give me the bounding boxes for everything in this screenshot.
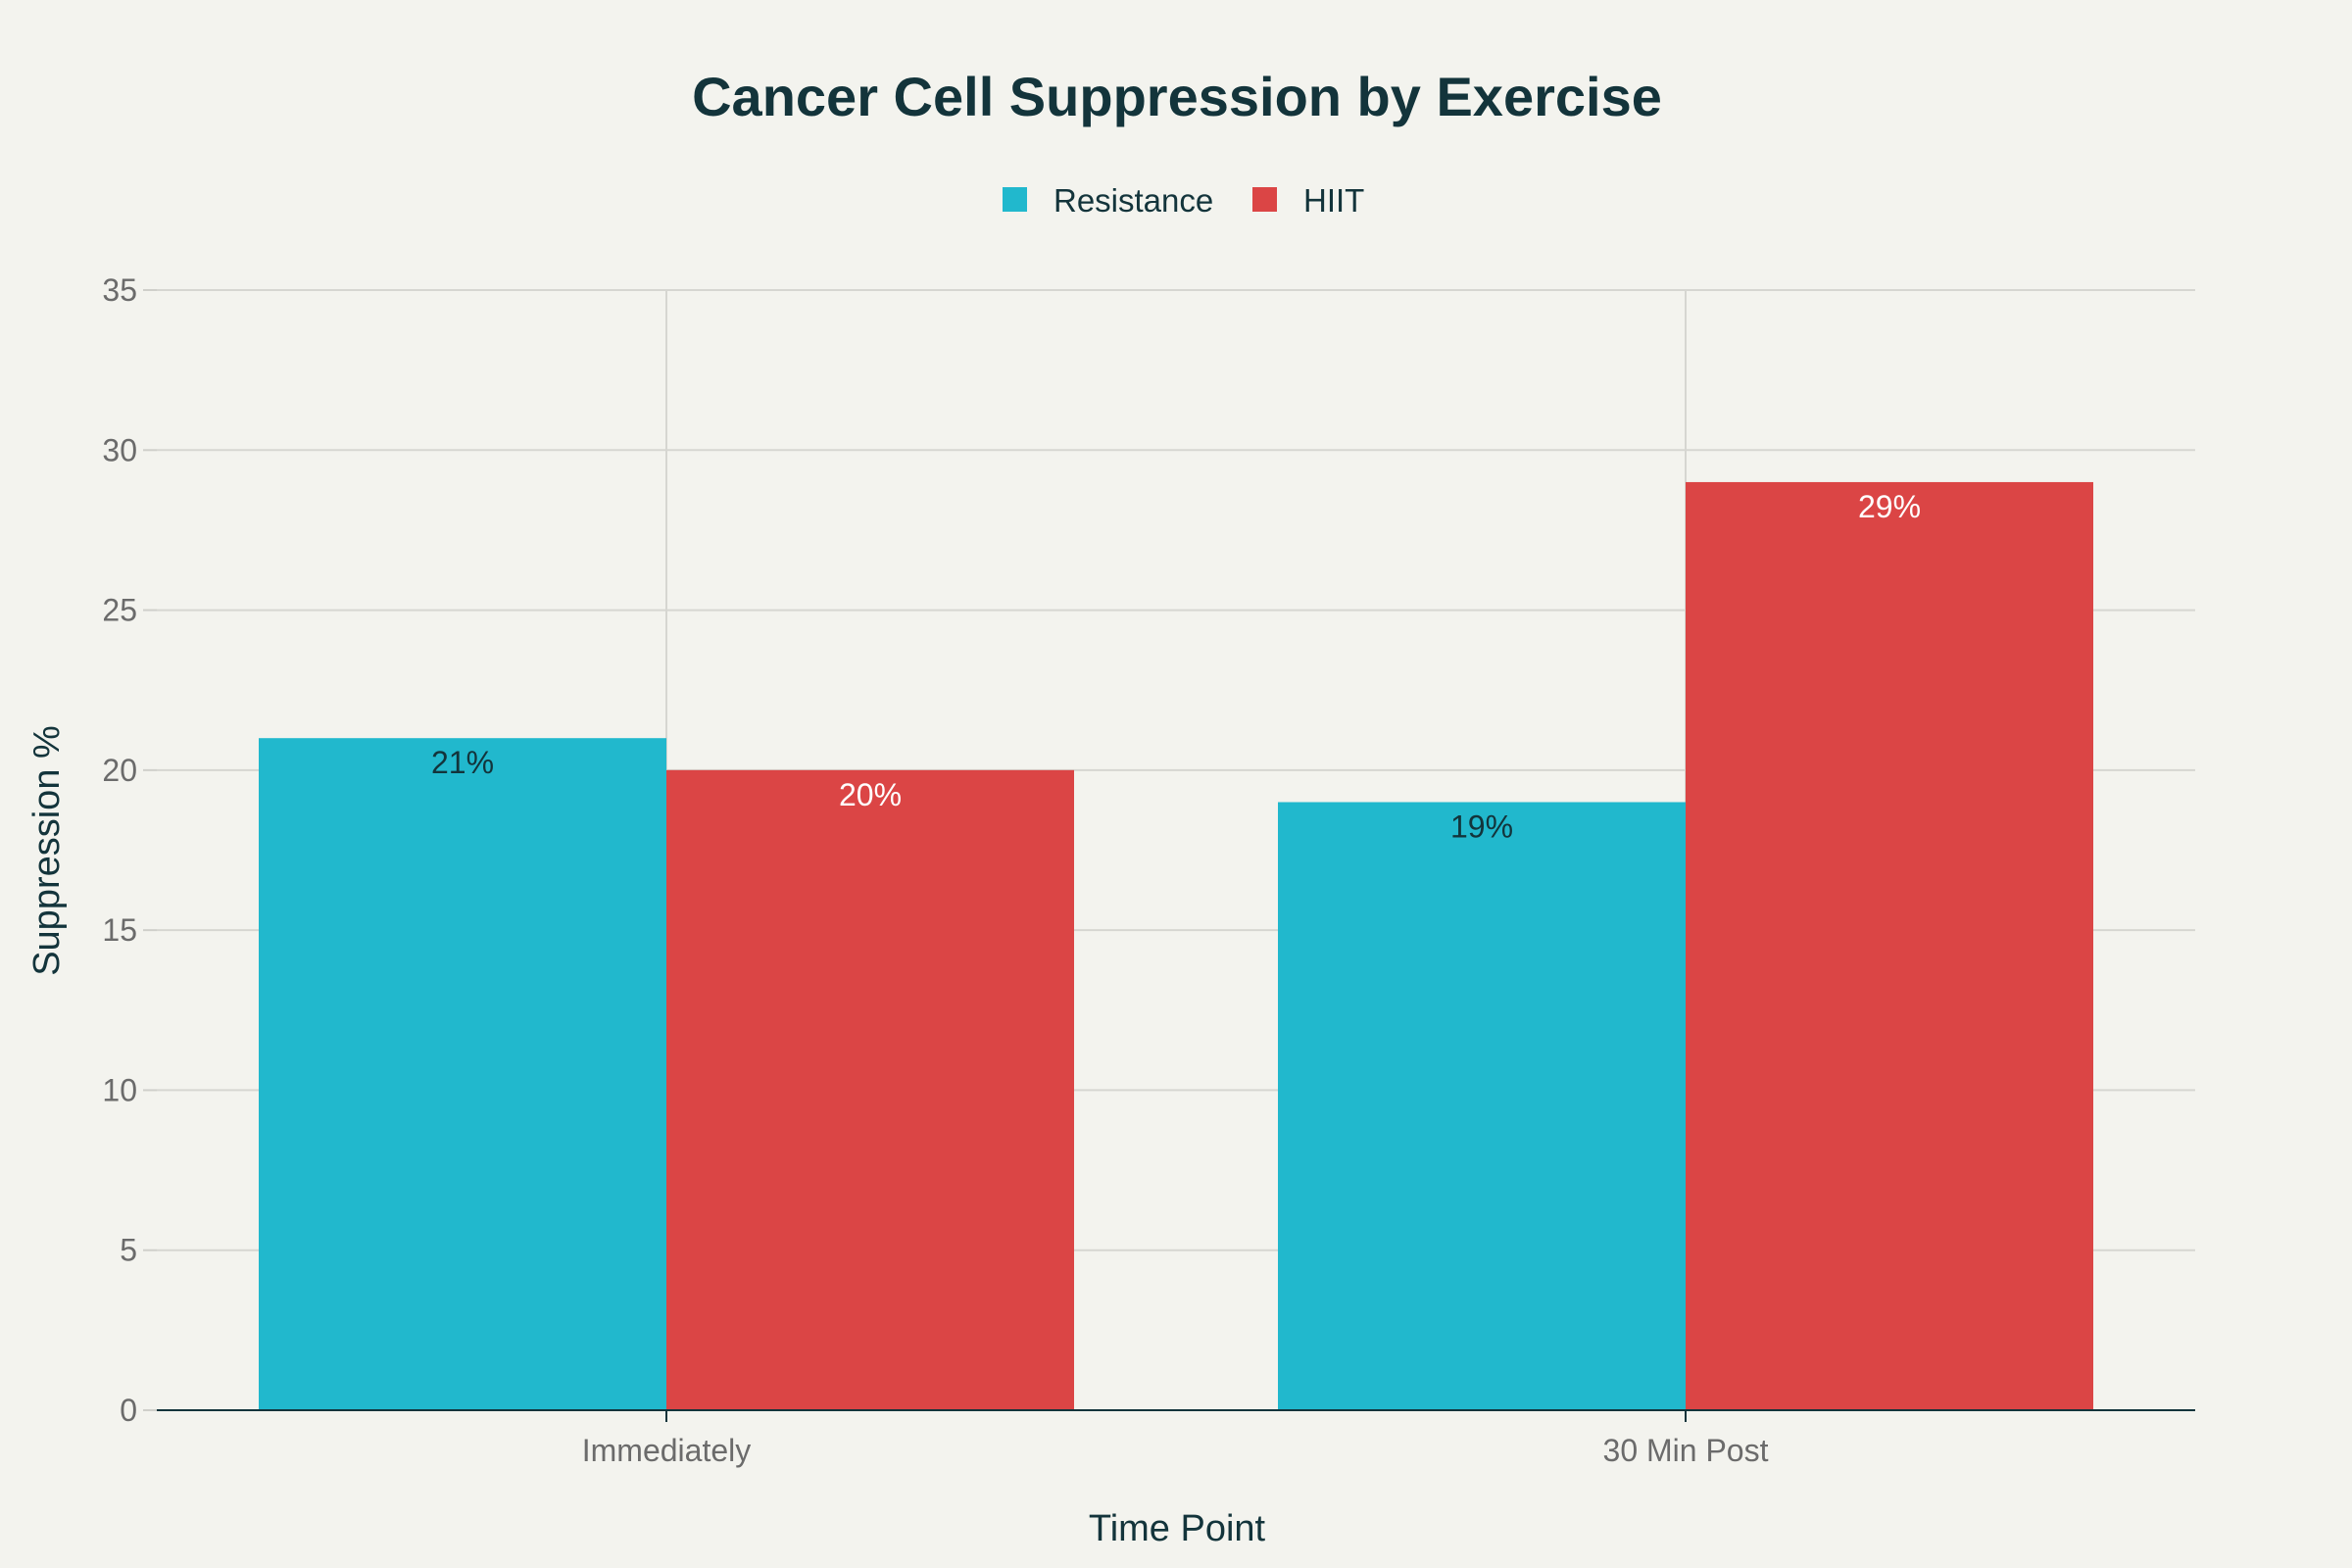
y-tick-label: 5 [120, 1233, 137, 1268]
y-tick-label: 10 [102, 1072, 137, 1107]
bar-resistance-1 [1278, 802, 1686, 1410]
x-tick-label: Immediately [582, 1433, 752, 1468]
y-tick-label: 15 [102, 912, 137, 948]
x-tick-label: 30 Min Post [1603, 1433, 1769, 1468]
bar-hiit-1 [1686, 481, 2093, 1410]
axes: 0 5 10 15 20 25 30 35 Immediately 30 Min Post [102, 272, 2195, 1468]
x-axis-title: Time Point [1089, 1508, 1266, 1549]
legend-swatch-resistance [1003, 187, 1027, 212]
legend-label-resistance: Resistance [1054, 182, 1213, 219]
chart-title: Cancer Cell Suppression by Exercise [692, 66, 1662, 127]
bars: 21% 20% 19% 29% [259, 481, 2093, 1410]
y-tick-label: 0 [120, 1393, 137, 1428]
bar-resistance-0 [259, 738, 666, 1410]
bar-data-label: 19% [1450, 809, 1513, 845]
y-tick-label: 25 [102, 593, 137, 628]
y-axis-title: Suppression % [26, 725, 68, 976]
bar-data-label: 21% [431, 745, 494, 780]
bar-data-label: 20% [839, 777, 902, 812]
y-tick-label: 35 [102, 272, 137, 308]
y-tick-label: 30 [102, 432, 137, 467]
legend-label-hiit: HIIT [1303, 182, 1364, 219]
y-tick-label: 20 [102, 753, 137, 788]
bar-data-label: 29% [1858, 489, 1921, 524]
legend: Resistance HIIT [1003, 182, 1364, 219]
legend-swatch-hiit [1252, 187, 1277, 212]
bar-hiit-0 [666, 769, 1074, 1410]
